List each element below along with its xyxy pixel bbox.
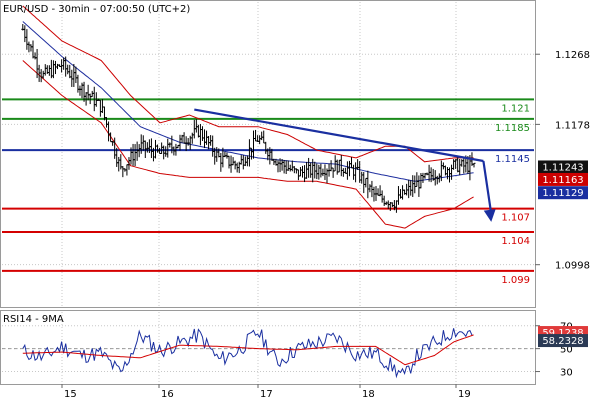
x-tick-label: 19: [458, 389, 471, 400]
rsi-tick-label: 50: [560, 345, 573, 356]
price-tag-label: 1.11163: [542, 175, 583, 186]
level-label: 1.104: [501, 236, 530, 247]
rsi-tag-label: 59.1238: [542, 328, 583, 339]
rsi-line: [22, 328, 473, 379]
level-label: 1.099: [501, 275, 530, 286]
x-tick-label: 16: [161, 389, 174, 400]
x-tick-label: 15: [64, 389, 77, 400]
rsi-panel-title: RSI14 - 9MA: [3, 314, 64, 325]
rsi-ma-line: [22, 334, 474, 366]
bollinger-lower: [22, 60, 474, 229]
rsi-tick-label: 30: [560, 368, 573, 379]
trend-annotations: [194, 108, 496, 222]
y-tick-label: 1.1268: [555, 50, 590, 61]
rsi-tag: [538, 334, 588, 348]
price-tag-label: 1.11243: [542, 162, 583, 173]
rsi-panel-frame: [0, 310, 536, 385]
trend-line: [194, 108, 484, 163]
level-label: 1.1145: [495, 154, 530, 165]
x-tick-label: 17: [260, 389, 273, 400]
level-label: 1.107: [501, 213, 530, 224]
projection-arrow-shaft: [482, 160, 493, 214]
price-tag: [538, 172, 588, 186]
y-tick-label: 1.1178: [555, 120, 590, 131]
price-tag-label: 1.11129: [542, 188, 583, 199]
level-label: 1.1185: [495, 123, 530, 134]
x-tick-label: 18: [362, 389, 375, 400]
y-tick-label: 1.0998: [555, 261, 590, 272]
price-tag: [538, 186, 588, 200]
rsi-tag-label: 58.2328: [542, 336, 583, 347]
projection-arrow-head: [483, 209, 496, 222]
price-tag: [538, 160, 588, 174]
rsi-lines: [2, 328, 534, 379]
chart-title: EUR/USD - 30min - 07:00:50 (UTC+2): [3, 4, 190, 15]
price-bars: [21, 24, 476, 213]
moving-average: [22, 21, 474, 182]
level-label: 1.121: [501, 103, 530, 114]
